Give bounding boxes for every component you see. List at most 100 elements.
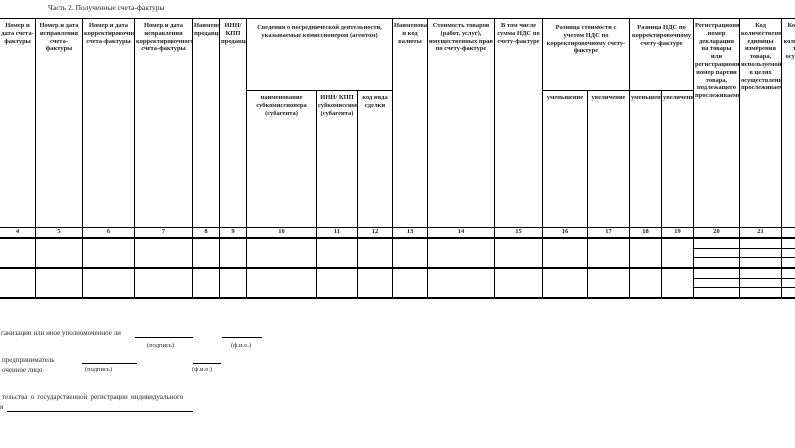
data-cell	[495, 239, 543, 267]
certificate-line	[7, 411, 193, 412]
data-cell	[428, 239, 495, 267]
data-cell	[135, 269, 193, 297]
data-cell	[247, 239, 317, 267]
col-header-invoice-number-date: Номер и дата счета-фактуры	[0, 19, 36, 227]
col-group-cost-difference: Разница стоимости с учетом НДС по коррек…	[543, 19, 630, 227]
col-header-unit-code: Код количественной единицы измерения тов…	[740, 19, 782, 227]
certificate-label-tail: я	[0, 403, 4, 411]
fio-caption: (ф.и.о.)	[192, 366, 213, 373]
data-cell	[36, 239, 83, 267]
col-number: 18	[630, 228, 662, 237]
data-cell	[662, 269, 694, 297]
data-cell-traceability	[782, 239, 795, 267]
data-cell	[317, 239, 358, 267]
data-cell	[0, 239, 36, 267]
data-cell	[220, 239, 247, 267]
data-cell-traceability	[740, 269, 782, 297]
data-cell-traceability	[694, 239, 740, 267]
col-number: 8	[193, 228, 220, 237]
col-number: 16	[543, 228, 588, 237]
col-number: 14	[428, 228, 495, 237]
data-cell	[588, 239, 630, 267]
data-cell-traceability	[694, 269, 740, 297]
col-number: 20	[694, 228, 740, 237]
data-cell	[358, 239, 393, 267]
data-cell	[83, 269, 135, 297]
data-cell	[193, 269, 220, 297]
col-header-vat-decrease: уменьшение	[630, 91, 662, 227]
col-header-seller-inn-kpp: ИНН/КПП продавца	[220, 19, 247, 227]
data-cell	[630, 269, 662, 297]
table-row	[0, 269, 795, 299]
col-group-vat-difference: Разница НДС по корректировочному счету-ф…	[630, 19, 694, 227]
column-numbers-row: 4 5 6 7 8 9 10 11 12 13 14 15 16 17 18 1…	[0, 228, 795, 239]
col-header-correction-number-date: Номер и дата исправления счета-фактуры	[36, 19, 83, 227]
col-group-intermediary: Сведения о посреднической деятельности, …	[247, 19, 393, 227]
col-header-subcommissioner-name: наименование субкомиссионера (субагента)	[247, 91, 317, 227]
col-number: 11	[317, 228, 358, 237]
col-number: 5	[36, 228, 83, 237]
col-header-traceable-quantity: Количество товара, подлежащего прослежив…	[782, 19, 795, 227]
col-header-seller-name: Наименование продавца	[193, 19, 220, 227]
data-cell-traceability	[740, 239, 782, 267]
data-cell	[543, 269, 588, 297]
signature-line	[82, 363, 137, 364]
entrepreneur-label: предприниматель	[2, 356, 55, 364]
authorized-person-label: оченное лицо	[2, 366, 43, 374]
col-number	[782, 228, 795, 237]
data-cell	[543, 239, 588, 267]
col-number: 4	[0, 228, 36, 237]
data-cell	[662, 239, 694, 267]
col-header-subcommissioner-inn-kpp: ИНН/ КПП субкомиссионера (субагента)	[317, 91, 358, 227]
col-number: 13	[393, 228, 428, 237]
group-header-vat-difference: Разница НДС по корректировочному счету-ф…	[630, 19, 694, 91]
col-header-vat-amount: В том числе сумма НДС по счету-фактуре	[495, 19, 543, 227]
col-header-cost-increase: увеличение	[588, 91, 630, 227]
col-header-deal-type-code: код вида сделки	[358, 91, 393, 227]
col-number: 21	[740, 228, 782, 237]
col-number: 17	[588, 228, 630, 237]
data-cell	[36, 269, 83, 297]
received-invoices-table: Номер и дата счета-фактуры Номер и дата …	[0, 18, 795, 299]
col-header-declaration-reg-number: Регистрационный номер декларации на това…	[694, 19, 740, 227]
group-header-intermediary: Сведения о посреднической деятельности, …	[247, 19, 393, 91]
col-header-currency: Наименование и код валюты	[393, 19, 428, 227]
col-number: 7	[135, 228, 193, 237]
data-cell	[393, 269, 428, 297]
col-number: 19	[662, 228, 694, 237]
data-cell	[495, 269, 543, 297]
data-cell	[247, 269, 317, 297]
data-cell	[193, 239, 220, 267]
page-title: Часть 2. Полученные счета-фактуры	[48, 3, 165, 12]
col-number: 10	[247, 228, 317, 237]
fio-line	[222, 337, 262, 338]
data-cell	[393, 239, 428, 267]
data-cell	[630, 239, 662, 267]
col-header-adjustment-invoice: Номер и дата корректировочного счета-фак…	[83, 19, 135, 227]
col-number: 12	[358, 228, 393, 237]
fio-caption: (ф.и.о.)	[231, 342, 252, 349]
data-cell	[83, 239, 135, 267]
col-number: 9	[220, 228, 247, 237]
data-cell	[428, 269, 495, 297]
group-header-cost-difference: Разница стоимости с учетом НДС по коррек…	[543, 19, 630, 91]
head-signer-label: ганизации или иное уполномоченное ли	[1, 329, 121, 337]
col-header-goods-cost: Стоимость товаров (работ, услуг), имущес…	[428, 19, 495, 227]
table-row	[0, 239, 795, 269]
table-header-row: Номер и дата счета-фактуры Номер и дата …	[0, 19, 795, 228]
col-number: 6	[83, 228, 135, 237]
col-number: 15	[495, 228, 543, 237]
data-cell-traceability	[782, 269, 795, 297]
col-header-cost-decrease: уменьшение	[543, 91, 588, 227]
col-header-vat-increase: увеличение	[662, 91, 694, 227]
data-cell	[220, 269, 247, 297]
col-header-adjustment-correction: Номер и дата исправления корректировочно…	[135, 19, 193, 227]
fio-line	[193, 363, 221, 364]
certificate-label: тельства о государственной регистрации и…	[2, 393, 184, 401]
signature-line	[135, 337, 193, 338]
signature-caption: (подпись)	[147, 342, 174, 349]
data-cell	[317, 269, 358, 297]
data-cell	[0, 269, 36, 297]
data-cell	[135, 239, 193, 267]
